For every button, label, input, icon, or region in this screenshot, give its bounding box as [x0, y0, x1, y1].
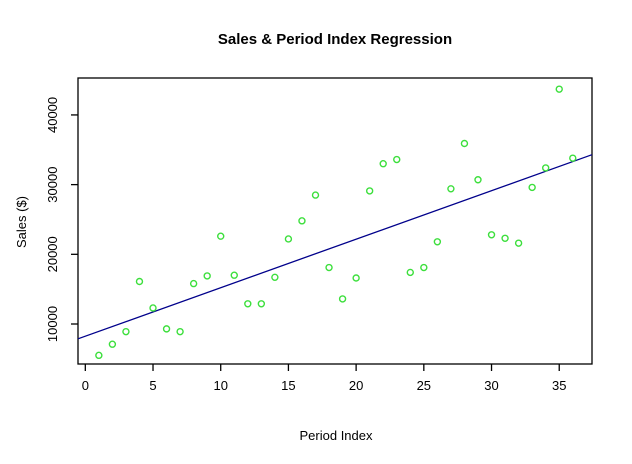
x-tick-label: 0 — [82, 378, 89, 393]
data-point — [487, 231, 496, 239]
regression-line — [77, 154, 593, 340]
data-point — [447, 185, 455, 193]
x-tick-label: 10 — [213, 378, 227, 393]
x-tick-label: 25 — [417, 378, 431, 393]
data-point — [528, 183, 536, 192]
data-point — [95, 351, 103, 360]
data-point — [541, 164, 550, 172]
data-point — [379, 160, 387, 168]
data-point — [203, 272, 211, 280]
data-point — [569, 154, 577, 162]
data-point — [474, 176, 482, 184]
y-tick-label: 40000 — [45, 97, 60, 133]
data-point — [555, 85, 563, 93]
data-point — [338, 295, 347, 303]
data-point — [501, 234, 509, 242]
y-axis-ticks: 10000 20000 30000 40000 — [45, 97, 78, 342]
data-point — [514, 239, 523, 247]
data-point — [352, 274, 360, 282]
x-tick-label: 35 — [552, 378, 566, 393]
data-point — [257, 300, 266, 308]
data-point — [298, 217, 306, 225]
data-point — [217, 232, 225, 240]
x-axis-ticks: 0 5 10 15 20 25 30 35 — [82, 364, 566, 393]
data-point — [189, 279, 198, 288]
x-tick-label: 30 — [484, 378, 498, 393]
data-point — [325, 263, 333, 272]
x-tick-label: 15 — [281, 378, 295, 393]
data-point — [460, 139, 469, 148]
y-tick-label: 30000 — [45, 167, 60, 203]
x-tick-label: 5 — [149, 378, 156, 393]
data-point — [149, 304, 157, 312]
data-point — [284, 235, 293, 243]
data-point — [108, 340, 117, 348]
data-point — [122, 327, 130, 336]
data-point — [420, 263, 428, 272]
data-point — [271, 273, 279, 282]
data-point — [135, 277, 144, 286]
chart-title: Sales & Period Index Regression — [218, 31, 452, 48]
data-point — [176, 327, 184, 336]
x-axis-title: Period Index — [300, 428, 373, 443]
data-point — [162, 325, 171, 333]
regression-line-layer — [77, 154, 593, 340]
data-point — [244, 300, 252, 308]
y-axis-title: Sales ($) — [14, 196, 29, 248]
data-point — [393, 155, 401, 164]
data-point — [365, 187, 374, 195]
x-tick-label: 20 — [349, 378, 363, 393]
data-point — [230, 271, 238, 279]
data-point — [433, 238, 442, 246]
data-point — [311, 191, 320, 199]
y-tick-label: 10000 — [45, 306, 60, 342]
data-point — [406, 268, 414, 277]
y-tick-label: 20000 — [45, 236, 60, 272]
data-points-layer — [95, 85, 577, 360]
plot-box-border — [77, 77, 593, 365]
